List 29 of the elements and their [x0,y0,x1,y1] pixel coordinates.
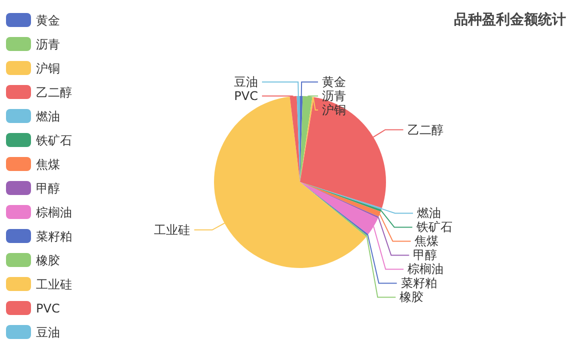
legend-label: PVC [36,302,60,316]
slice-label: 甲醇 [413,248,438,262]
legend-label: 沪铜 [322,103,346,118]
slice-label: 燃油 [417,206,442,220]
slice-label: 铁矿石 [415,220,452,234]
legend-label: 棕榈油 [36,206,72,220]
slice-label: 菜籽粕 [400,276,437,290]
legend-label: 焦煤 [36,158,60,172]
legend-label: 橡胶 [36,254,60,268]
legend-label: 甲醇 [36,182,60,196]
slice-label: 橡胶 [400,290,424,304]
legend-label: 菜籽粕 [36,230,72,244]
slice-label: 豆油 [234,75,258,90]
slice-label: 棕榈油 [408,262,444,276]
legend-label: 燃油 [36,110,60,124]
legend-label: 乙二醇 [36,86,72,100]
text: 品种盈利金额统计 [454,11,566,28]
slice-label: 沥青 [322,89,346,104]
legend-label: 沥青 [36,38,60,52]
legend-label: 豆油 [36,326,60,340]
category-label: 沪铜 [36,62,60,76]
slice-label: PVC [234,89,258,104]
slice-label: 乙二醇 [407,122,444,137]
legend-label: 铁矿石 [35,134,72,148]
slice-label: 黄金 [322,75,346,90]
slice-label: 焦煤 [414,234,439,248]
slice-label: 工业硅 [154,222,190,237]
legend-label: 工业硅 [36,278,72,292]
legend-label: 黄金 [36,14,60,28]
